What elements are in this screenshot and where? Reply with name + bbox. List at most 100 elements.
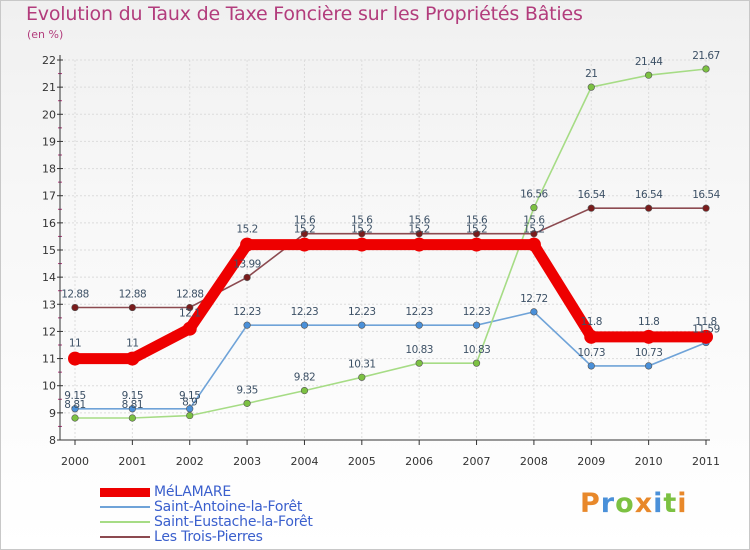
series-line-2 <box>75 68 707 419</box>
data-label: 12.88 <box>176 289 204 301</box>
data-label: 9.82 <box>294 372 315 384</box>
data-label: 11.8 <box>695 316 716 328</box>
data-label: 10.83 <box>463 344 491 356</box>
data-label: 16.54 <box>577 189 605 201</box>
y-tick-label: 16 <box>42 217 56 230</box>
legend-swatch <box>100 506 150 508</box>
data-point <box>128 405 136 413</box>
data-label: 21.44 <box>635 56 663 68</box>
series-line-0 <box>75 239 706 365</box>
y-tick-label: 22 <box>42 54 56 67</box>
legend-label: Saint-Eustache-la-Forêt <box>154 514 313 530</box>
data-point <box>645 204 653 212</box>
data-point <box>71 303 79 312</box>
y-tick-label: 13 <box>42 298 56 311</box>
data-point <box>530 230 538 238</box>
data-point <box>412 237 427 252</box>
data-label: 11.8 <box>581 316 602 328</box>
x-tick-label: 2002 <box>176 455 204 468</box>
data-point <box>645 71 653 79</box>
data-label: 15.2 <box>351 224 372 236</box>
data-label: 9.15 <box>64 390 85 402</box>
data-point <box>243 273 251 282</box>
data-label: 16.56 <box>520 189 548 201</box>
data-label: 16.54 <box>635 189 663 201</box>
x-tick-label: 2003 <box>233 455 261 468</box>
data-point <box>297 237 312 252</box>
data-label: 12.23 <box>291 306 319 318</box>
data-label: 15.6 <box>408 215 430 227</box>
brand-letter: i <box>653 488 664 519</box>
data-point <box>587 204 595 212</box>
brand-logo: Proxiti <box>580 488 688 519</box>
legend-label: Les Trois-Pierres <box>154 529 263 545</box>
y-axis-unit: (en %) <box>27 28 64 41</box>
data-point <box>469 237 484 252</box>
data-label: 12.23 <box>233 306 261 318</box>
brand-letter: r <box>600 488 616 519</box>
brand-letter: x <box>634 488 654 519</box>
data-point <box>645 362 653 370</box>
data-point <box>526 237 541 252</box>
x-tick-label: 2001 <box>118 455 146 468</box>
data-point <box>125 351 140 366</box>
data-label: 10.31 <box>348 358 376 370</box>
data-point <box>240 237 255 252</box>
data-point <box>358 373 366 381</box>
data-point <box>702 65 710 73</box>
data-point <box>702 204 710 212</box>
data-label: 15.2 <box>236 224 257 236</box>
y-tick-label: 14 <box>42 271 56 284</box>
y-tick-label: 9 <box>49 407 56 420</box>
y-tick-label: 11 <box>42 353 56 366</box>
data-label: 8.81 <box>64 399 85 411</box>
data-point <box>186 303 194 312</box>
data-point <box>128 414 136 422</box>
data-label: 12.88 <box>119 289 147 301</box>
y-tick-label: 15 <box>42 244 56 257</box>
data-point <box>472 230 481 238</box>
data-point <box>530 204 538 212</box>
series-line-1 <box>75 311 707 410</box>
y-tick-label: 21 <box>42 81 56 94</box>
x-tick-label: 2010 <box>635 455 663 468</box>
data-label: 15.6 <box>351 215 373 227</box>
data-label: 16.54 <box>692 189 720 201</box>
data-label: 11.8 <box>638 316 659 328</box>
brand-letter: o <box>615 488 635 519</box>
data-label: 9.35 <box>236 384 257 396</box>
x-tick-label: 2004 <box>290 455 318 468</box>
data-point <box>587 83 595 91</box>
data-label: 12.88 <box>61 289 89 301</box>
x-tick-label: 2005 <box>348 455 376 468</box>
data-label: 8.9 <box>182 397 197 409</box>
brand-letter: i <box>677 488 688 519</box>
data-point <box>472 321 481 329</box>
data-label: 12.23 <box>348 306 376 318</box>
y-tick-label: 19 <box>42 135 56 148</box>
data-label: 10.73 <box>635 347 663 359</box>
legend-swatch <box>100 536 150 538</box>
data-point <box>71 405 79 413</box>
x-tick-label: 2008 <box>520 455 548 468</box>
data-point <box>358 230 366 238</box>
y-tick-label: 12 <box>42 325 56 338</box>
data-label: 15.2 <box>294 224 315 236</box>
legend-swatch <box>100 521 150 523</box>
x-tick-label: 2006 <box>405 455 433 468</box>
data-point <box>641 329 656 344</box>
data-point <box>243 399 251 407</box>
data-point <box>300 230 309 238</box>
data-label: 12.23 <box>405 306 433 318</box>
y-tick-label: 20 <box>42 108 56 121</box>
data-label: 12.23 <box>463 306 491 318</box>
y-tick-label: 17 <box>42 190 56 203</box>
data-point <box>68 351 82 366</box>
data-point <box>587 362 595 370</box>
data-label: 15.2 <box>408 224 429 236</box>
data-label: 11 <box>69 338 81 350</box>
data-point <box>584 329 599 344</box>
y-tick-label: 8 <box>49 434 56 447</box>
